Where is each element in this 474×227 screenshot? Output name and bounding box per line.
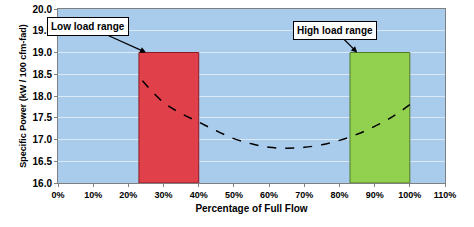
svg-text:100%: 100% (398, 190, 421, 200)
svg-text:17.0: 17.0 (33, 134, 53, 145)
svg-text:20%: 20% (119, 190, 137, 200)
svg-text:Specific Power (kW / 100 cfm-f: Specific Power (kW / 100 cfm-fad) (18, 24, 28, 168)
svg-text:60%: 60% (260, 190, 278, 200)
svg-text:18.5: 18.5 (33, 69, 53, 80)
svg-text:18.0: 18.0 (33, 91, 53, 102)
svg-text:Percentage of Full Flow: Percentage of Full Flow (195, 203, 307, 214)
svg-text:19.0: 19.0 (33, 47, 53, 58)
svg-text:20.0: 20.0 (33, 4, 53, 15)
svg-text:19.5: 19.5 (33, 25, 53, 36)
svg-text:40%: 40% (190, 190, 208, 200)
svg-text:High load range: High load range (297, 25, 373, 36)
svg-text:17.5: 17.5 (33, 112, 53, 123)
svg-text:90%: 90% (366, 190, 384, 200)
svg-text:70%: 70% (295, 190, 313, 200)
svg-text:30%: 30% (155, 190, 173, 200)
svg-text:10%: 10% (84, 190, 102, 200)
svg-text:50%: 50% (225, 190, 243, 200)
svg-text:16.0: 16.0 (33, 178, 53, 189)
svg-text:Low load range: Low load range (51, 21, 125, 32)
svg-text:80%: 80% (330, 190, 348, 200)
svg-text:110%: 110% (434, 190, 457, 200)
svg-text:16.5: 16.5 (33, 156, 53, 167)
svg-text:0%: 0% (51, 190, 64, 200)
